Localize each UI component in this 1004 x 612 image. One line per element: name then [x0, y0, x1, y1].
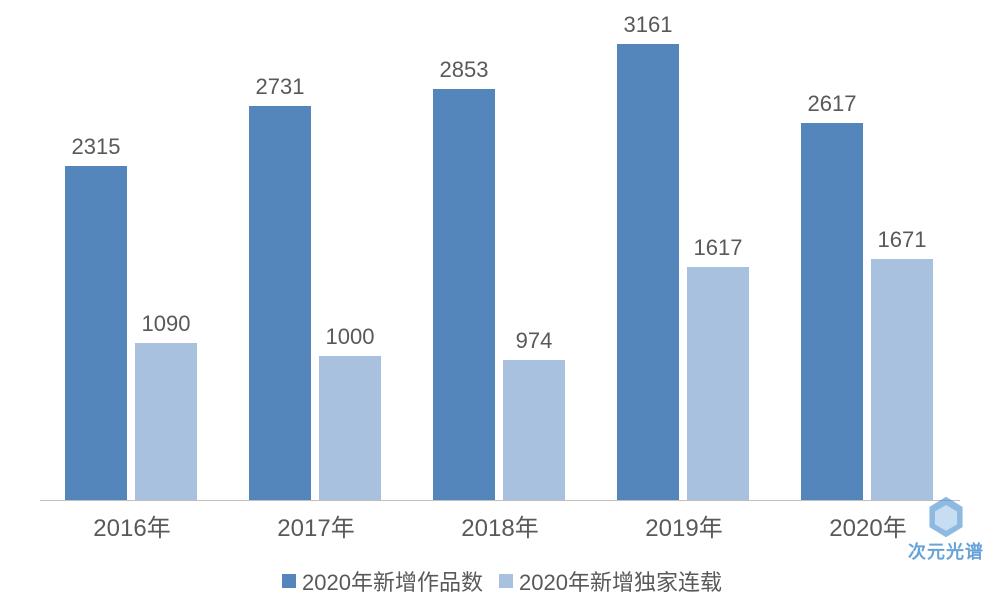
bar-secondary [135, 343, 197, 500]
bar-chart: 231510902731100028539743161161726171671 … [40, 10, 960, 510]
bar-primary [249, 106, 311, 500]
bar-value-label: 2731 [230, 74, 330, 100]
bar-primary [801, 123, 863, 500]
x-axis-label: 2016年 [40, 508, 224, 543]
bar-group: 2315 1090 [40, 10, 224, 500]
bar-value-label: 1000 [300, 324, 400, 350]
bar-value-label: 2853 [414, 57, 514, 83]
bar-value-label: 1671 [852, 227, 952, 253]
legend-item: 2020年新增作品数 [282, 565, 483, 597]
bar-group: 3161 1617 [592, 10, 776, 500]
legend: 2020年新增作品数 2020年新增独家连载 [0, 565, 1004, 597]
bar-secondary [687, 267, 749, 500]
bar-value-label: 2315 [46, 134, 146, 160]
plot-area: 2315 1090 2731 1000 2853 974 3161 1617 2617 1671 [40, 10, 960, 501]
bar-secondary [871, 259, 933, 500]
bar-value-label: 2617 [782, 91, 882, 117]
x-axis-label: 2018年 [408, 508, 592, 543]
bar-value-label: 3161 [598, 12, 698, 38]
x-axis-label: 2020年 [776, 508, 960, 543]
x-axis-label: 2017年 [224, 508, 408, 543]
bar-value-label: 1090 [116, 311, 216, 337]
legend-label: 2020年新增作品数 [302, 565, 483, 597]
x-axis-label: 2019年 [592, 508, 776, 543]
bar-value-label: 1617 [668, 235, 768, 261]
legend-swatch [282, 574, 296, 588]
bar-group: 2617 1671 [776, 10, 960, 500]
bar-secondary [503, 360, 565, 500]
bar-primary [433, 89, 495, 500]
legend-label: 2020年新增独家连载 [519, 565, 722, 597]
bar-group: 2853 974 [408, 10, 592, 500]
bar-group: 2731 1000 [224, 10, 408, 500]
bar-secondary [319, 356, 381, 500]
legend-item: 2020年新增独家连载 [499, 565, 722, 597]
x-axis-labels: 2016年2017年2018年2019年2020年 [40, 508, 960, 548]
bar-value-label: 974 [484, 328, 584, 354]
bar-primary [617, 44, 679, 500]
legend-swatch [499, 574, 513, 588]
